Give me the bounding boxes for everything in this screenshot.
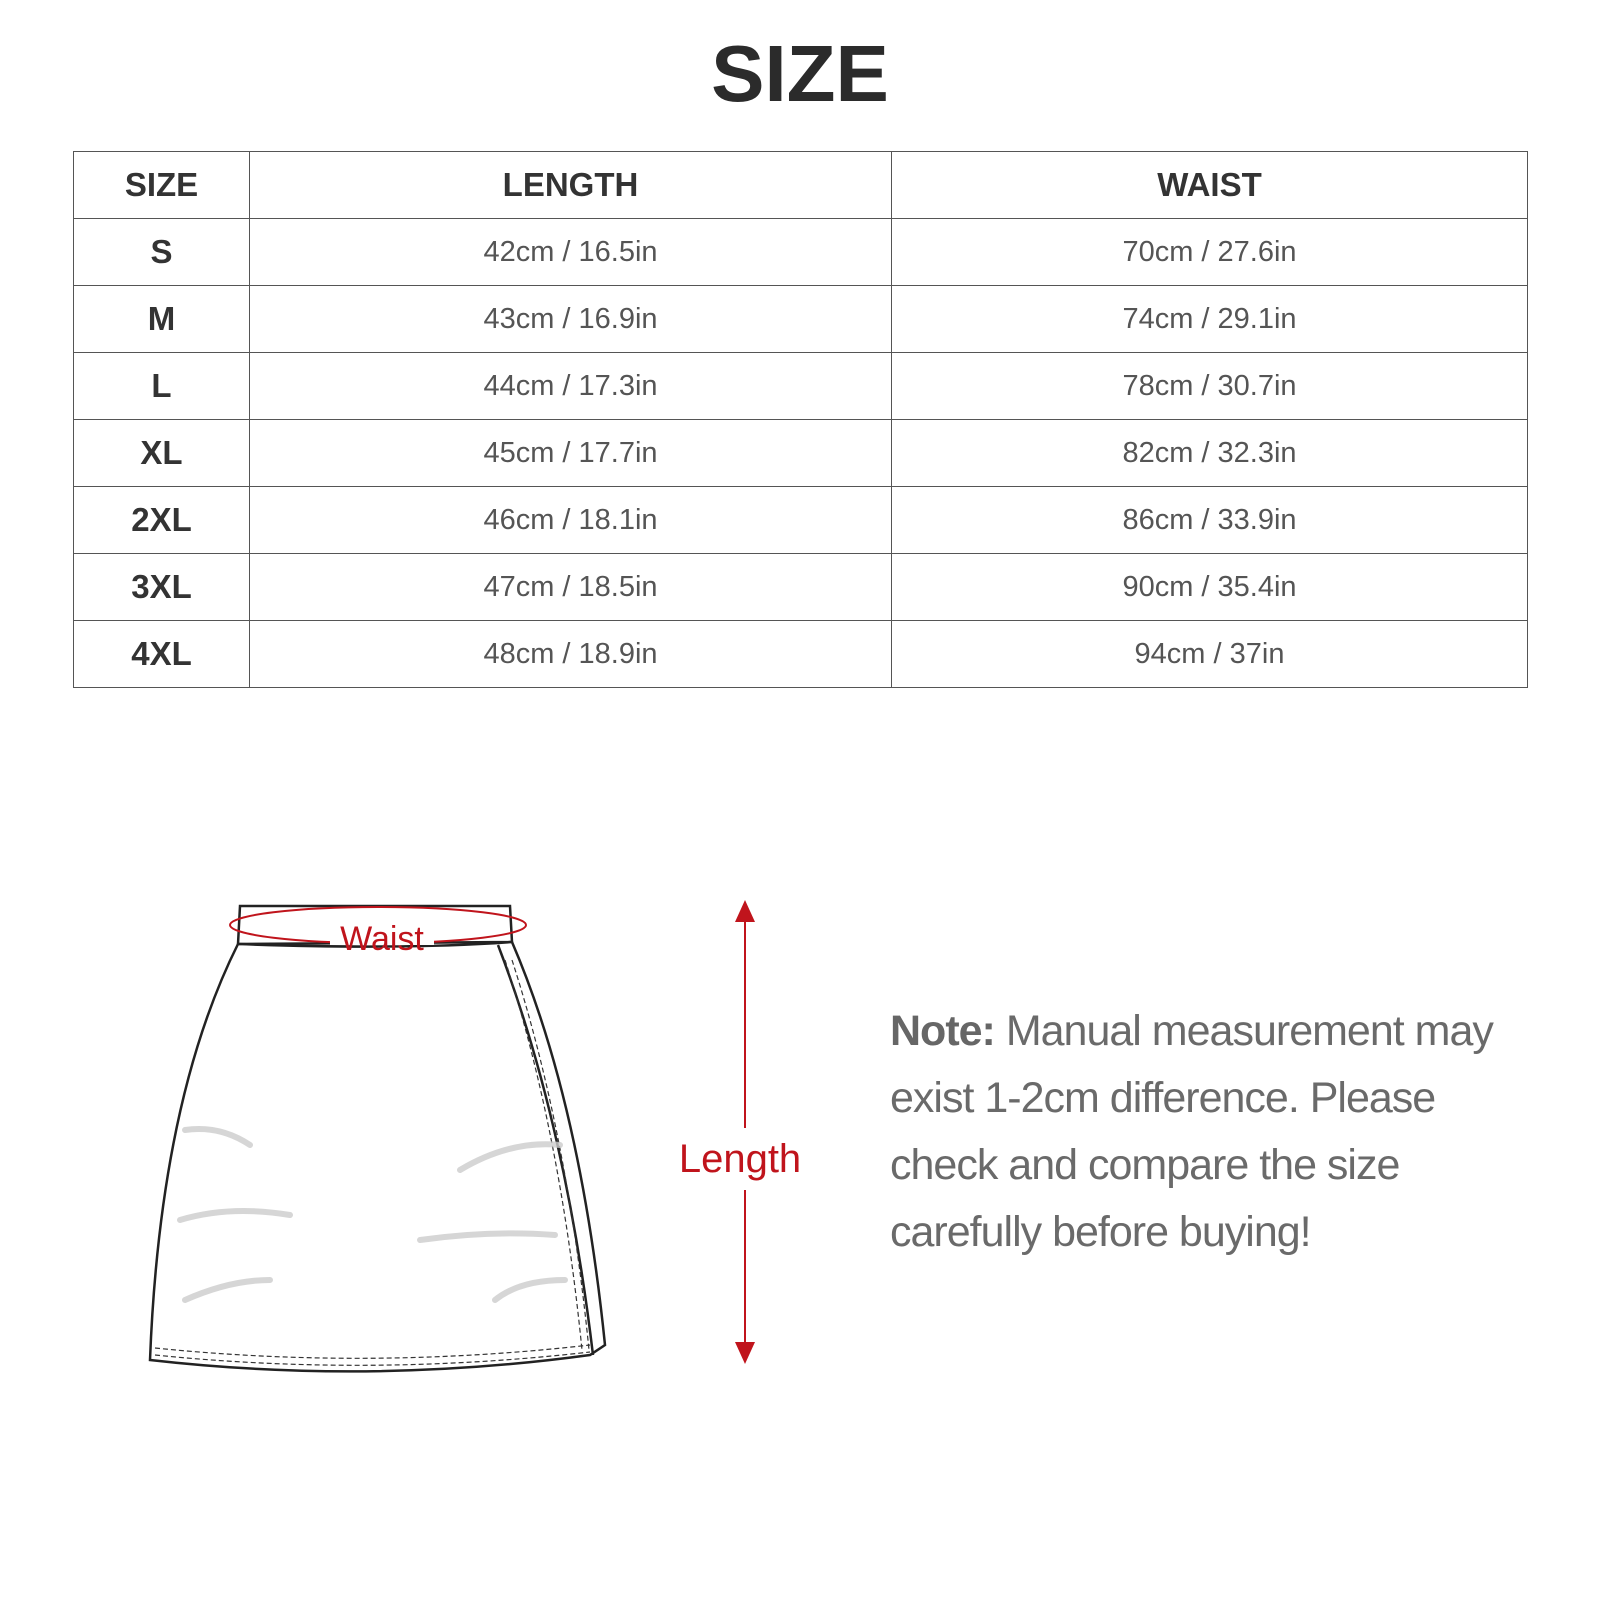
table-row: M 43cm / 16.9in 74cm / 29.1in: [73, 285, 1528, 353]
size-cell: 4XL: [73, 620, 250, 688]
size-cell: XL: [73, 419, 250, 487]
size-cell: 3XL: [73, 553, 250, 621]
title: SIZE: [711, 29, 889, 118]
table-row: XL 45cm / 17.7in 82cm / 32.3in: [73, 419, 1528, 487]
table-row: 3XL 47cm / 18.5in 90cm / 35.4in: [73, 553, 1528, 621]
note-text: Manual measurement may exist 1-2cm diffe…: [890, 1007, 1494, 1256]
measure-cell: 48cm / 18.9in: [249, 620, 892, 688]
size-cell: S: [73, 218, 250, 286]
size-table: SIZE LENGTH WAIST S 42cm / 16.5in 70cm / 27.…: [73, 151, 1528, 688]
measure-cell: 94cm / 37in: [891, 620, 1528, 688]
measure-cell: 46cm / 18.1in: [249, 486, 892, 554]
table-row: 4XL 48cm / 18.9in 94cm / 37in: [73, 620, 1528, 688]
skirt-diagram: Waist Length: [148, 900, 801, 1373]
measure-cell: 45cm / 17.7in: [249, 419, 892, 487]
header-row: SIZE LENGTH WAIST: [73, 151, 1528, 219]
note-label: Note:: [890, 1007, 996, 1055]
table-row: S 42cm / 16.5in 70cm / 27.6in: [73, 218, 1528, 286]
measure-cell: 78cm / 30.7in: [891, 352, 1528, 420]
measure-cell: 70cm / 27.6in: [891, 218, 1528, 286]
waist-label: Waist: [340, 920, 424, 958]
table-body: S 42cm / 16.5in 70cm / 27.6in M 43cm / 16.9i…: [73, 218, 1528, 688]
table-row: 2XL 46cm / 18.1in 86cm / 33.9in: [73, 486, 1528, 554]
measure-cell: 42cm / 16.5in: [249, 218, 892, 286]
size-cell: M: [73, 285, 250, 353]
measure-cell: 90cm / 35.4in: [891, 553, 1528, 621]
note: Note: Manual measurement may exist 1-2cm…: [890, 998, 1520, 1266]
measure-cell: 47cm / 18.5in: [249, 553, 892, 621]
length-label: Length: [679, 1137, 801, 1181]
size-cell: L: [73, 352, 250, 420]
measure-cell: 82cm / 32.3in: [891, 419, 1528, 487]
table-row: L 44cm / 17.3in 78cm / 30.7in: [73, 352, 1528, 420]
measure-cell: 86cm / 33.9in: [891, 486, 1528, 554]
measure-cell: 74cm / 29.1in: [891, 285, 1528, 353]
header-cell: SIZE: [73, 151, 250, 219]
measure-cell: 44cm / 17.3in: [249, 352, 892, 420]
header-cell: LENGTH: [249, 151, 892, 219]
measure-cell: 43cm / 16.9in: [249, 285, 892, 353]
size-cell: 2XL: [73, 486, 250, 554]
header-cell: WAIST: [891, 151, 1528, 219]
